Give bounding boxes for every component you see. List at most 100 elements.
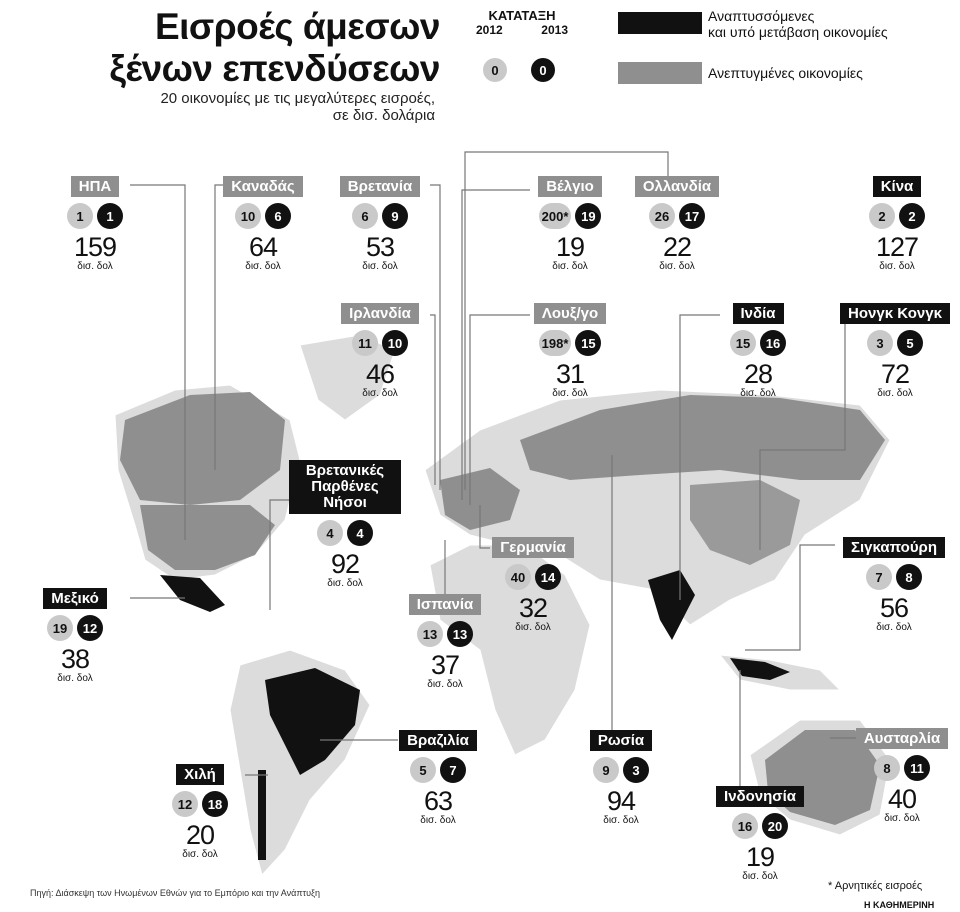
publisher-brand: Η ΚΑΘΗΜΕΡΙΝΗ — [864, 900, 935, 910]
fdi-value: 94 — [606, 786, 636, 816]
rank-2012-badge: 13 — [417, 621, 443, 647]
country-label: Βρετανικές Παρθένες Νήσοι — [289, 460, 401, 514]
unit-label: δισ. δολ — [77, 261, 113, 272]
leader-britain — [430, 184, 441, 490]
country-label: Αυσταρλία — [855, 728, 949, 749]
negative-inflow-note: * Αρνητικές εισροές — [828, 880, 923, 892]
fdi-value: 53 — [365, 232, 395, 262]
rank-2013-badge: 12 — [77, 615, 103, 641]
country-label: Ινδία — [732, 303, 784, 324]
rank-2012-badge: 16 — [732, 813, 758, 839]
fdi-value: 46 — [365, 359, 395, 389]
country-label: Σιγκαπούρη — [842, 537, 945, 558]
unit-label: δισ. δολ — [362, 261, 398, 272]
rank-2012-badge: 2 — [869, 203, 895, 229]
country-label: Καναδάς — [223, 176, 303, 197]
rank-2013-badge: 4 — [347, 520, 373, 546]
rank-2012-badge: 10 — [235, 203, 261, 229]
country-card-australia: Αυσταρλία 8 11 40 δισ. δολ — [847, 728, 957, 824]
fdi-value: 32 — [518, 593, 548, 623]
country-label: Λουξ/γο — [533, 303, 607, 324]
country-card-chile: Χιλή 12 18 20 δισ. δολ — [145, 764, 255, 860]
unit-label: δισ. δολ — [603, 815, 639, 826]
unit-label: δισ. δολ — [884, 813, 920, 824]
unit-label: δισ. δολ — [327, 578, 363, 589]
unit-label: δισ. δολ — [659, 261, 695, 272]
rank-2013-badge: 20 — [762, 813, 788, 839]
country-label: Μεξικό — [43, 588, 107, 609]
fdi-value: 63 — [423, 786, 453, 816]
unit-label: δισ. δολ — [879, 261, 915, 272]
rank-2012-badge: 19 — [47, 615, 73, 641]
fdi-value: 159 — [73, 232, 117, 262]
leader-belgium — [461, 189, 530, 500]
page-subtitle: 20 οικονομίες με τις μεγαλύτερες εισροές… — [160, 90, 435, 124]
country-label: Hονγκ Κονγκ — [840, 303, 950, 324]
fdi-value: 37 — [430, 650, 460, 680]
unit-label: δισ. δολ — [740, 388, 776, 399]
rank-2013-badge: 1 — [97, 203, 123, 229]
country-label: Ισπανία — [408, 594, 482, 615]
fdi-value: 127 — [875, 232, 919, 262]
rank-2012-badge: 26 — [649, 203, 675, 229]
leader-germany — [479, 505, 490, 549]
rank-2013-badge: 10 — [382, 330, 408, 356]
fdi-value: 19 — [555, 232, 585, 262]
country-card-canada: Καναδάς 10 6 64 δισ. δολ — [208, 176, 318, 272]
rank-2012-badge: 5 — [410, 757, 436, 783]
rank-2012-badge: 3 — [867, 330, 893, 356]
page-title: Εισροές άμεσων ξένων επενδύσεων — [109, 6, 440, 89]
rank-2013-badge: 18 — [202, 791, 228, 817]
rank-legend-header: ΚΑΤΑΤΑΞΗ 2012 2013 — [472, 8, 572, 38]
rank-2013-badge: 3 — [623, 757, 649, 783]
unit-label: δισ. δολ — [57, 673, 93, 684]
country-label: Ινδονησία — [716, 786, 804, 807]
rank-2012-badge: 8 — [874, 755, 900, 781]
rank-2013-badge: 11 — [904, 755, 930, 781]
legend-label-emerging: Αναπτυσσόμενες και υπό μετάβαση οικονομί… — [708, 8, 888, 40]
rank-2013-badge: 2 — [899, 203, 925, 229]
fdi-value: 64 — [248, 232, 278, 262]
country-label: Ολλανδία — [634, 176, 720, 197]
unit-label: δισ. δολ — [362, 388, 398, 399]
leader-lines — [130, 151, 862, 790]
canada-shape — [120, 392, 285, 505]
rank-2013-badge: 5 — [897, 330, 923, 356]
unit-label: δισ. δολ — [420, 815, 456, 826]
emerging-shapes — [160, 480, 800, 860]
rank-2012-badge: 11 — [352, 330, 378, 356]
unit-label: δισ. δολ — [877, 388, 913, 399]
country-card-netherlands: Ολλανδία 26 17 22 δισ. δολ — [622, 176, 732, 272]
country-card-germany: Γερμανία 40 14 32 δισ. δολ — [478, 537, 588, 633]
unit-label: δισ. δολ — [245, 261, 281, 272]
unit-label: δισ. δολ — [876, 622, 912, 633]
country-label: Βραζιλία — [399, 730, 477, 751]
indonesia-fill — [730, 658, 790, 680]
rank-2013-badge: 16 — [760, 330, 786, 356]
fdi-value: 38 — [60, 644, 90, 674]
country-label: Κίνα — [872, 176, 922, 197]
fdi-value: 56 — [879, 593, 909, 623]
country-label: Βρετανία — [339, 176, 421, 197]
developed-shapes — [120, 392, 885, 825]
unit-label: δισ. δολ — [427, 679, 463, 690]
rank-2013-badge: 13 — [447, 621, 473, 647]
fdi-value: 40 — [887, 784, 917, 814]
rank-2013-badge: 6 — [265, 203, 291, 229]
fdi-value: 28 — [743, 359, 773, 389]
country-label: Ιρλανδία — [341, 303, 419, 324]
usa-shape — [140, 505, 275, 570]
fdi-value: 31 — [555, 359, 585, 389]
rank-2013-badge: 14 — [535, 564, 561, 590]
country-label: Γερμανία — [492, 537, 574, 558]
rank-legend-year-2013: 2013 — [541, 23, 568, 37]
country-card-indonesia: Ινδονησία 16 20 19 δισ. δολ — [705, 786, 815, 882]
country-card-belgium: Βέλγιο 200* 19 19 δισ. δολ — [515, 176, 625, 272]
fdi-value: 20 — [185, 820, 215, 850]
rank-2012-badge: 1 — [67, 203, 93, 229]
unit-label: δισ. δολ — [515, 622, 551, 633]
